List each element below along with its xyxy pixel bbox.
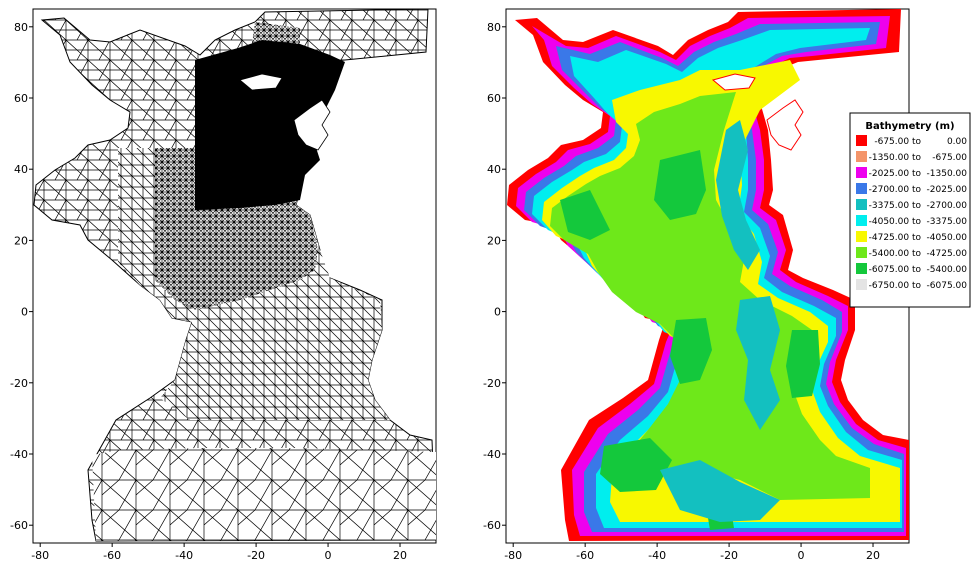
- legend-range-to: -3375.00: [927, 217, 968, 227]
- legend-entries: -675.00 to 0.00 -1350.00 to -675.00 -2025.00…: [856, 135, 967, 291]
- legend-range-to: -6075.00: [927, 281, 968, 291]
- bathymetry-x-tick-label: 20: [866, 549, 880, 562]
- ridge-band-4b: [736, 296, 780, 430]
- legend-swatch: [856, 215, 867, 226]
- mesh-x-tick-label: 20: [393, 549, 407, 562]
- legend-range-to: -4050.00: [927, 233, 968, 243]
- mesh-y-tick-label: -60: [10, 519, 28, 532]
- legend-entry: -2025.00 to -1350.00: [856, 167, 967, 179]
- legend-swatch: [856, 151, 867, 162]
- legend-swatch: [856, 247, 867, 258]
- mesh-island-britain: [293, 99, 331, 151]
- bathymetry-y-tick-label: 0: [494, 306, 501, 319]
- legend-entry: -6075.00 to -5400.00: [856, 263, 967, 275]
- bathymetry-y-tick-label: 20: [487, 234, 501, 247]
- legend-entry: -1350.00 to -675.00: [856, 151, 967, 163]
- bathymetry-x-tick-label: -80: [504, 549, 522, 562]
- legend-range-to: -4725.00: [927, 249, 968, 259]
- legend-swatch: [856, 135, 867, 146]
- legend-range-to: 0.00: [947, 137, 967, 147]
- bathymetry-y-tick-label: -20: [483, 377, 501, 390]
- legend-range-from: -6075.00 to: [869, 265, 922, 275]
- mesh-x-axis: -80 -60 -40 -20 0 20: [31, 543, 407, 562]
- bathymetry-y-tick-label: -40: [483, 448, 501, 461]
- legend-range-from: -4050.00 to: [869, 217, 922, 227]
- depth-band-8b: [654, 150, 706, 220]
- mesh-y-tick-label: -20: [10, 377, 28, 390]
- legend-entry: -3375.00 to -2700.00: [856, 199, 967, 211]
- bathymetry-x-tick-label: -40: [648, 549, 666, 562]
- legend-entry: -5400.00 to -4725.00: [856, 247, 967, 259]
- legend-range-to: -1350.00: [927, 169, 968, 179]
- bathymetry-x-tick-label: -20: [720, 549, 738, 562]
- bathymetry-x-tick-label: 0: [798, 549, 805, 562]
- mesh-y-tick-label: 80: [14, 21, 28, 34]
- legend-range-from: -2025.00 to: [869, 169, 922, 179]
- mesh-x-tick-label: -60: [103, 549, 121, 562]
- depth-band-8d: [786, 330, 820, 398]
- mesh-map: -80 -60 -40 -20 0 20 -60 -40 -20 0 20 40 60 80: [10, 8, 437, 562]
- legend: Bathymetry (m) -675.00 to 0.00 -1350.00 to…: [849, 112, 971, 308]
- bathymetry-y-tick-label: 80: [487, 21, 501, 34]
- legend-entry: -6750.00 to -6075.00: [856, 279, 967, 291]
- mesh-y-tick-label: 20: [14, 234, 28, 247]
- depth-band-8e: [600, 438, 672, 492]
- mesh-y-tick-label: 40: [14, 163, 28, 176]
- bathymetry-y-tick-label: -60: [483, 519, 501, 532]
- depth-band-8c: [670, 318, 712, 384]
- legend-range-from: -3375.00 to: [869, 201, 922, 211]
- bath-island-iceland: [711, 73, 756, 91]
- legend-swatch: [856, 183, 867, 194]
- mesh-y-tick-label: 0: [21, 306, 28, 319]
- legend-range-from: -2700.00 to: [869, 185, 922, 195]
- legend-range-from: -1350.00 to: [869, 153, 922, 163]
- mesh-x-tick-label: 0: [325, 549, 332, 562]
- mesh-x-tick-label: -40: [175, 549, 193, 562]
- bathymetry-y-axis: -60 -40 -20 0 20 40 60 80: [483, 21, 506, 532]
- legend-entry: -675.00 to 0.00: [856, 135, 967, 147]
- bathymetry-y-tick-label: 60: [487, 92, 501, 105]
- bathymetry-y-tick-label: 40: [487, 163, 501, 176]
- mesh-x-tick-label: -20: [247, 549, 265, 562]
- ridge-band-4: [716, 120, 760, 270]
- mesh-y-tick-label: -40: [10, 448, 28, 461]
- legend-range-from: -6750.00 to: [869, 281, 922, 291]
- depth-band-8a: [560, 190, 610, 240]
- legend-range-from: -675.00 to: [874, 137, 921, 147]
- mesh-y-axis: -60 -40 -20 0 20 40 60 80: [10, 21, 33, 532]
- legend-swatch: [856, 279, 867, 290]
- legend-entry: -2700.00 to -2025.00: [856, 183, 967, 195]
- legend-range-to: -675.00: [932, 153, 967, 163]
- mesh-x-tick-label: -80: [31, 549, 49, 562]
- mesh-dense-region: [195, 40, 345, 210]
- legend-range-to: -5400.00: [927, 265, 968, 275]
- legend-box: [849, 112, 971, 308]
- legend-entry: -4050.00 to -3375.00: [856, 215, 967, 227]
- legend-swatch: [856, 199, 867, 210]
- legend-swatch: [856, 263, 867, 274]
- legend-swatch: [856, 231, 867, 242]
- legend-range-to: -2025.00: [927, 185, 968, 195]
- legend-title: Bathymetry (m): [865, 121, 954, 132]
- legend-swatch: [856, 167, 867, 178]
- bathymetry-x-tick-label: -60: [576, 549, 594, 562]
- legend-range-from: -4725.00 to: [869, 233, 922, 243]
- legend-range-to: -2700.00: [927, 201, 968, 211]
- ridge-band-4c: [660, 460, 780, 522]
- mesh-island-iceland: [239, 73, 283, 91]
- mesh-south-coarse: [92, 448, 436, 541]
- legend-entry: -4725.00 to -4050.00: [856, 231, 967, 243]
- legend-range-from: -5400.00 to: [869, 249, 922, 259]
- bath-island-britain: [766, 99, 804, 151]
- depth-band-7: [550, 92, 870, 500]
- bathymetry-x-axis: -80 -60 -40 -20 0 20: [504, 543, 880, 562]
- bathymetry-map: -80 -60 -40 -20 0 20 -60 -40 -20 0 20 40 60 80: [483, 8, 910, 562]
- mesh-y-tick-label: 60: [14, 92, 28, 105]
